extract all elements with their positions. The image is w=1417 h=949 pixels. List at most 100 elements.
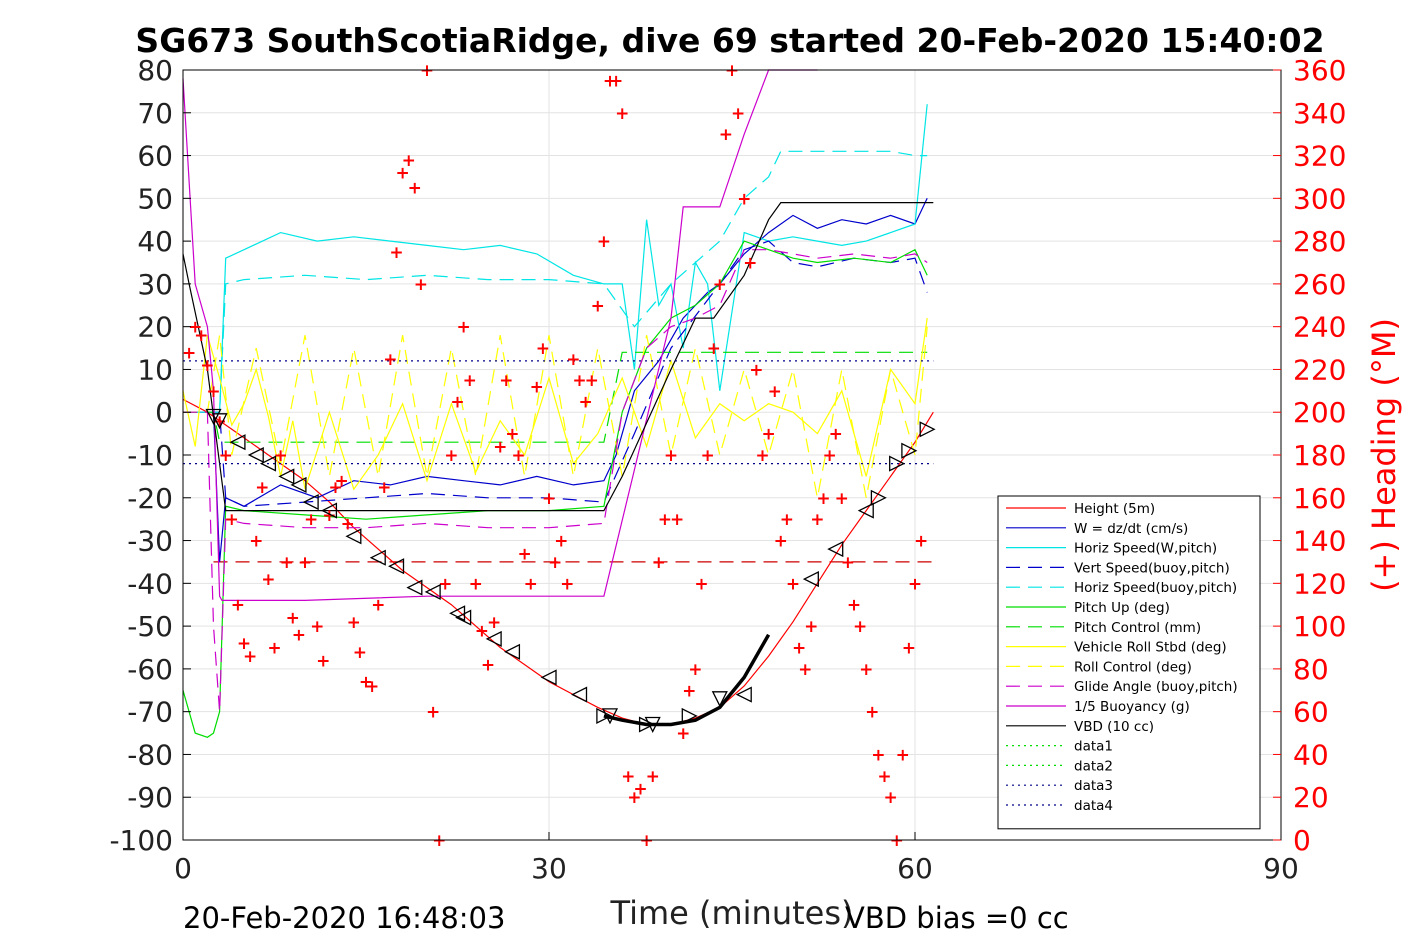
- triangle-marker: [406, 579, 423, 596]
- heading-point: +: [200, 356, 214, 376]
- right-tick-label-11: 140: [1293, 525, 1346, 558]
- heading-point: +: [273, 446, 287, 466]
- right-tick-label-8: 200: [1293, 396, 1346, 429]
- heading-point: +: [225, 510, 239, 530]
- heading-point: +: [347, 613, 361, 633]
- heading-point: +: [243, 647, 257, 667]
- right-tick-label-5: 260: [1293, 268, 1346, 301]
- heading-point: +: [517, 544, 531, 564]
- left-tick-label-12: -40: [127, 567, 173, 600]
- heading-point: +: [206, 382, 220, 402]
- heading-point: +: [829, 425, 843, 445]
- heading-point: +: [871, 745, 885, 765]
- heading-point: +: [292, 626, 306, 646]
- heading-point: +: [749, 360, 763, 380]
- legend-label-horiz_buoy: Horiz Speed(buoy,pitch): [1074, 580, 1237, 596]
- heading-point: +: [682, 681, 696, 701]
- left-tick-label-5: 30: [137, 268, 173, 301]
- heading-point: +: [847, 596, 861, 616]
- heading-point: +: [774, 532, 788, 552]
- heading-point: +: [798, 660, 812, 680]
- series-layer: [182, 69, 934, 738]
- series-horiz_buoy: [183, 150, 928, 413]
- heading-point: +: [768, 382, 782, 402]
- heading-point: +: [371, 596, 385, 616]
- right-tick-label-9: 180: [1293, 439, 1346, 472]
- heading-point: +: [188, 318, 202, 338]
- triangle-marker: [638, 716, 656, 733]
- heading-point: +: [920, 0, 934, 5]
- heading-point: +: [536, 339, 550, 359]
- heading-point: +: [182, 343, 196, 363]
- series-vert_buoy: [183, 240, 928, 507]
- heading-point: +: [493, 437, 507, 457]
- heading-point: +: [395, 164, 409, 184]
- triangle-marker: [320, 502, 338, 519]
- right-tick-label-14: 80: [1293, 653, 1329, 686]
- heading-point: +: [255, 478, 269, 498]
- heading-point: +: [548, 553, 562, 573]
- triangle-marker: [503, 643, 521, 660]
- heading-point: +: [383, 350, 397, 370]
- heading-point: +: [542, 489, 556, 509]
- left-tick-label-7: 10: [137, 353, 173, 386]
- heading-point: +: [633, 780, 647, 800]
- heading-point: +: [810, 510, 824, 530]
- triangle-marker: [424, 583, 441, 600]
- heading-markers: + + + + + + + + + + + + + + + + + + + + + + + + + + + + + + + + + + + + + + + +…: [182, 0, 934, 851]
- right-tick-label-4: 280: [1293, 225, 1346, 258]
- heading-point: +: [481, 656, 495, 676]
- triangle-marker: [601, 708, 619, 725]
- left-tick-label-1: 70: [137, 97, 173, 130]
- series-buoyancy: [182, 69, 818, 602]
- heading-point: +: [456, 318, 470, 338]
- triangle-marker: [596, 707, 613, 724]
- legend-label-glide: Glide Angle (buoy,pitch): [1074, 679, 1238, 695]
- heading-point: +: [463, 371, 477, 391]
- heading-point: +: [786, 574, 800, 594]
- heading-point: +: [877, 767, 891, 787]
- heading-point: +: [761, 425, 775, 445]
- legend-label-data2: data2: [1074, 758, 1113, 774]
- right-tick-label-15: 60: [1293, 696, 1329, 729]
- triangle-marker: [259, 455, 277, 472]
- heading-point: +: [316, 651, 330, 671]
- triangle-marker: [345, 528, 362, 545]
- x-tick-label-0: 0: [174, 852, 192, 885]
- series-vbd: [182, 202, 934, 512]
- legend-label-w: W = dz/dt (cm/s): [1074, 521, 1188, 537]
- heading-point: +: [194, 326, 208, 346]
- heading-point: +: [816, 489, 830, 509]
- heading-point: +: [328, 478, 342, 498]
- heading-point: +: [286, 609, 300, 629]
- legend: Height (5m) W = dz/dt (cm/s) Horiz Speed(W…: [997, 495, 1261, 830]
- series-horiz_w: [183, 104, 928, 413]
- right-tick-label-10: 160: [1293, 482, 1346, 515]
- heading-point: +: [365, 677, 379, 697]
- right-tick-label-3: 300: [1293, 182, 1346, 215]
- heading-point: +: [719, 125, 733, 145]
- triangle-marker: [485, 630, 502, 647]
- x-tick-label-3: 90: [1263, 852, 1299, 885]
- legend-label-pitch_control: Pitch Control (mm): [1074, 620, 1201, 636]
- heading-point: +: [377, 478, 391, 498]
- legend-box: [997, 495, 1261, 830]
- right-tick-label-12: 120: [1293, 567, 1346, 600]
- heading-point: +: [591, 296, 605, 316]
- heading-point: +: [304, 510, 318, 530]
- heading-point: +: [469, 574, 483, 594]
- heading-point: +: [438, 574, 452, 594]
- triangle-marker: [857, 502, 874, 519]
- heading-point: +: [713, 275, 727, 295]
- triangle-marker: [711, 691, 728, 708]
- heading-point: +: [505, 425, 519, 445]
- heading-point: +: [402, 151, 416, 171]
- triangle-marker: [919, 421, 936, 438]
- heading-point: +: [597, 232, 611, 252]
- heading-point: +: [700, 446, 714, 466]
- heading-point: +: [353, 643, 367, 663]
- left-tick-label-16: -80: [127, 738, 173, 771]
- left-tick-label-15: -70: [127, 696, 173, 729]
- triangle-marker: [870, 489, 887, 506]
- heading-point: +: [524, 574, 538, 594]
